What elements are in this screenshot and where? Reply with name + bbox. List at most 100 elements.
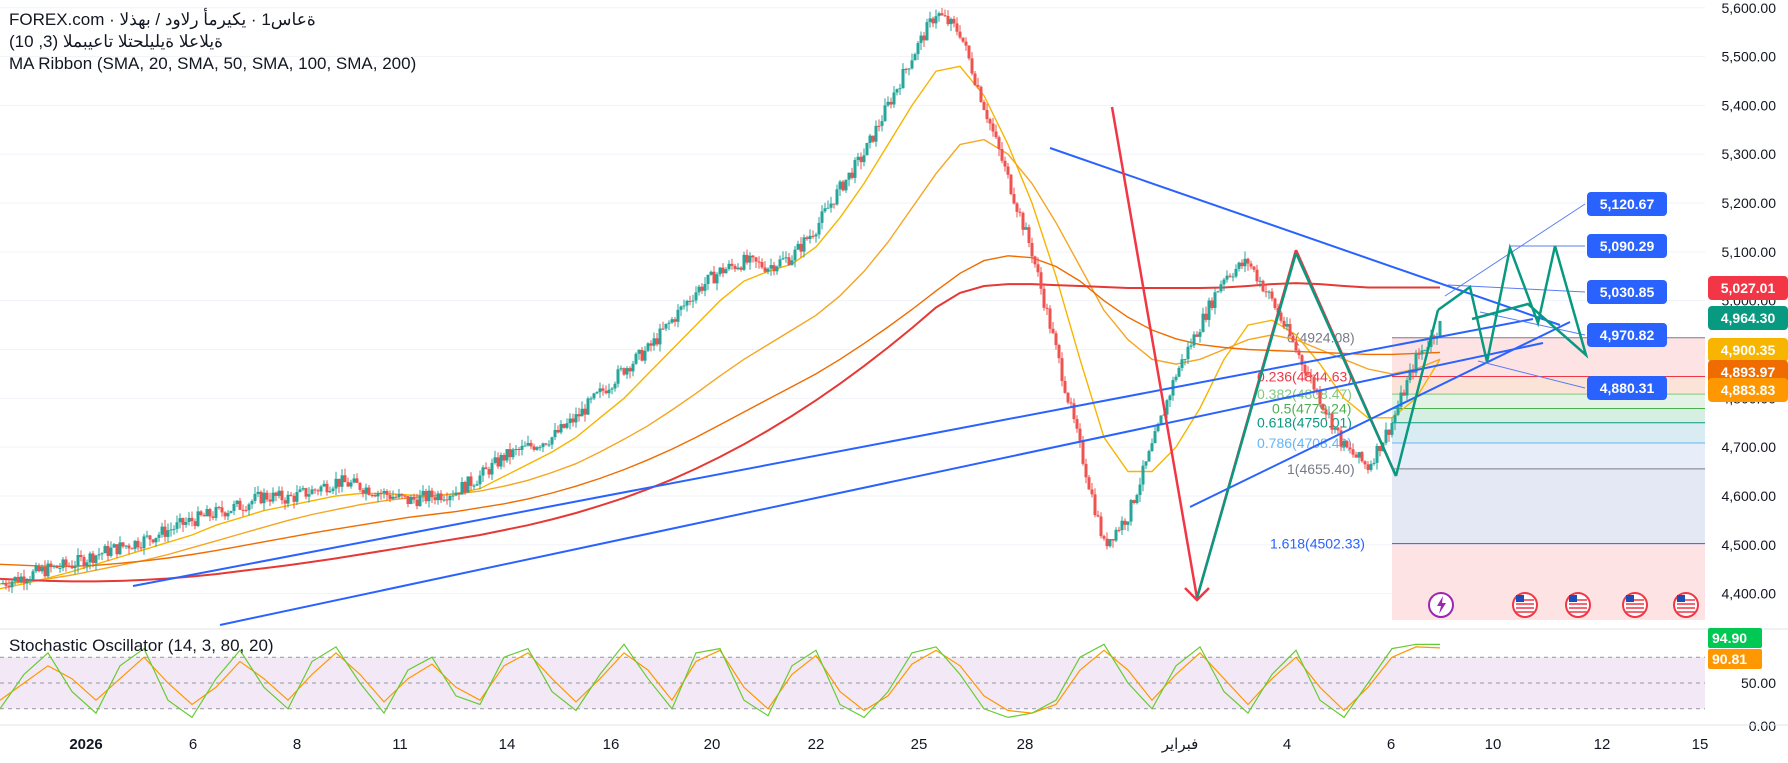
candle-body — [742, 254, 746, 270]
candle-body — [514, 449, 518, 451]
candle-body — [292, 495, 296, 502]
lightning-icon[interactable] — [1428, 592, 1454, 618]
candle-body — [154, 537, 158, 543]
candle-body — [868, 135, 872, 143]
candle-body — [1315, 389, 1319, 391]
candle-body — [1018, 211, 1022, 213]
candle-body — [205, 509, 209, 517]
candle-body — [1345, 440, 1349, 448]
candle-body — [364, 487, 368, 494]
us-flag-icon[interactable] — [1622, 592, 1648, 618]
candle-body — [97, 554, 101, 556]
candle-body — [1168, 395, 1172, 401]
time-tick-label: 8 — [293, 736, 301, 753]
candle-body — [724, 269, 728, 274]
candle-body — [814, 234, 818, 237]
candle-body — [397, 493, 401, 498]
candle-body — [835, 189, 839, 205]
time-tick-label: 2026 — [69, 736, 102, 753]
candle-body — [352, 478, 356, 483]
price-tag-value: 5,120.67 — [1600, 196, 1655, 212]
candle-body — [376, 492, 380, 497]
candle-body — [394, 496, 398, 498]
indicator-legend-1[interactable]: ةيلاعلا ةيليلحتلا تاعيبملا (3, 10) — [9, 32, 223, 51]
candle-body — [763, 267, 767, 272]
candle-body — [802, 237, 806, 252]
candle-body — [730, 263, 734, 266]
projected-path — [1437, 243, 1589, 363]
time-tick-label: 6 — [1387, 736, 1395, 753]
candle-body — [136, 540, 140, 548]
ma-line-sma-100 — [0, 255, 1441, 567]
trendline — [1189, 321, 1571, 508]
candle-body — [355, 478, 359, 483]
us-flag-icon[interactable] — [1673, 592, 1699, 618]
us-flag-icon[interactable] — [1565, 592, 1591, 618]
candle-body — [613, 383, 617, 389]
candle-body — [361, 489, 365, 494]
bearish-arrow — [1110, 106, 1199, 599]
symbol-title[interactable]: FOREX.com · ةعاس1 · يكيرمأ رلاود / بهذلا — [9, 10, 316, 29]
candle-body — [1354, 454, 1358, 458]
candle-body — [769, 265, 773, 269]
candle-body — [391, 496, 395, 499]
price-tag-value: 4,964.30 — [1721, 310, 1776, 326]
candle-body — [1111, 539, 1115, 541]
candle-body — [667, 322, 671, 324]
candle-body — [733, 265, 737, 270]
candle-body — [457, 492, 461, 495]
candle-body — [934, 16, 938, 24]
candle-body — [1423, 349, 1427, 351]
candle-body — [1279, 312, 1283, 321]
us-flag-icon[interactable] — [1512, 592, 1538, 618]
candle-body — [1294, 341, 1298, 351]
candle-body — [1438, 321, 1442, 336]
price-tick-label: 4,400.00 — [1722, 586, 1777, 602]
candle-body — [100, 553, 104, 555]
candle-body — [472, 485, 476, 487]
candle-body — [568, 418, 572, 424]
candle-body — [1297, 350, 1301, 356]
candle-body — [1090, 489, 1094, 495]
candle-body — [610, 388, 614, 390]
candle-body — [745, 254, 749, 263]
time-tick-label: 28 — [1017, 736, 1034, 753]
candle-body — [163, 526, 167, 537]
candle-body — [127, 545, 131, 549]
candle-body — [121, 542, 125, 547]
candle-body — [139, 547, 143, 549]
candle-body — [616, 369, 620, 384]
candle-body — [1030, 243, 1034, 257]
price-tag-value: 5,027.01 — [1721, 280, 1776, 296]
candle-body — [481, 467, 485, 476]
candle-body — [1387, 429, 1391, 435]
candle-body — [982, 101, 986, 110]
candle-body — [1405, 380, 1409, 396]
candle-body — [1360, 452, 1364, 462]
candle-body — [1024, 227, 1028, 230]
candle-body — [1198, 331, 1202, 337]
candle-body — [1033, 256, 1037, 265]
candle-body — [1348, 447, 1352, 450]
candle-body — [1375, 445, 1379, 463]
candle-body — [859, 156, 863, 163]
price-tag-last: 4,964.30 — [1708, 306, 1788, 330]
candle-body — [1063, 380, 1067, 393]
candle-body — [943, 15, 947, 17]
candle-body — [793, 249, 797, 261]
time-tick-label: 4 — [1283, 736, 1291, 753]
candle-body — [175, 522, 179, 529]
candle-body — [1042, 288, 1046, 308]
candle-body — [1060, 358, 1064, 381]
indicator-legend-ma-ribbon[interactable]: MA Ribbon (SMA, 20, SMA, 50, SMA, 100, S… — [9, 54, 417, 73]
candle-body — [232, 504, 236, 511]
candle-body — [682, 305, 686, 307]
candle-body — [1204, 313, 1208, 320]
oscillator-legend[interactable]: Stochastic Oscillator (14, 3, 80, 20) — [9, 636, 274, 655]
stoch-k-value: 94.90 — [1712, 630, 1747, 646]
candle-body — [919, 35, 923, 43]
candle-body — [526, 442, 530, 446]
candle-body — [619, 368, 623, 370]
